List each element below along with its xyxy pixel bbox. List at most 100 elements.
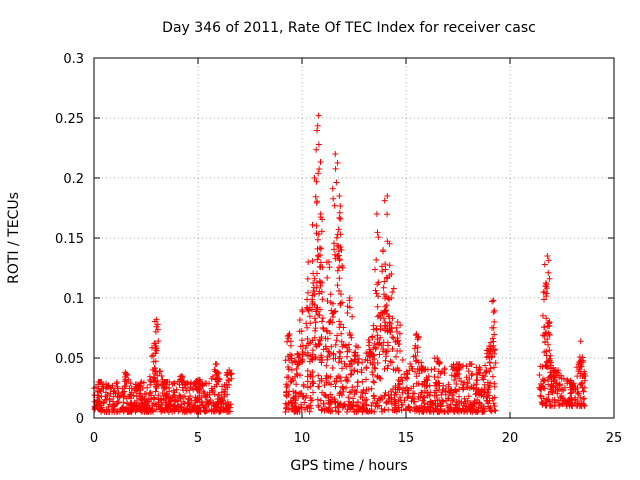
data-point [316,113,322,119]
data-point [326,319,332,325]
data-point [491,309,497,315]
data-point [348,358,354,364]
data-point [144,385,150,391]
data-point [304,325,310,331]
data-point [491,319,497,325]
data-point [345,394,351,400]
data-point [310,288,316,294]
data-point [330,365,336,371]
data-point [489,299,495,305]
data-point [393,325,399,331]
data-point [313,194,319,200]
data-point [548,353,554,359]
data-point [336,193,342,199]
data-point [213,361,219,367]
x-axis-title: GPS time / hours [290,458,407,474]
data-point [542,262,548,268]
data-point [305,290,311,296]
data-point [578,381,584,387]
x-tick-label: 0 [90,431,98,446]
data-point [382,366,388,372]
data-point [375,234,381,240]
x-tick-label: 10 [294,431,311,446]
data-point [332,151,338,157]
data-point [316,142,322,148]
data-point [456,361,462,367]
data-point [330,186,336,192]
data-point [339,247,345,253]
data-point [314,223,320,229]
data-point [348,371,354,377]
data-point [313,319,319,325]
data-point [285,383,291,389]
data-point [336,324,342,330]
x-tick-label: 15 [398,431,415,446]
data-point [546,257,552,263]
data-point [171,380,177,386]
data-point [315,123,321,129]
data-point [336,275,342,281]
y-tick-label: 0 [76,412,84,427]
data-point [336,264,342,270]
data-point [380,248,386,254]
y-tick-label: 0.2 [63,172,84,187]
data-point [335,231,341,237]
data-point [369,386,375,392]
data-point [543,280,549,286]
data-point [321,401,327,407]
data-point [333,180,339,186]
data-point [400,357,406,363]
data-point [375,304,381,310]
data-point [536,372,542,378]
data-point [305,276,311,282]
data-point [412,345,418,351]
data-point [385,365,391,371]
data-point [293,381,299,387]
data-point [318,159,324,165]
data-point [581,396,587,402]
data-point [284,374,290,380]
data-point [314,257,320,263]
data-point [389,289,395,295]
data-point [428,367,434,373]
data-point [382,407,388,413]
data-point [299,337,305,343]
data-point [316,312,322,318]
data-point [491,332,497,338]
data-point [309,258,315,264]
data-point [375,314,381,320]
data-point [315,237,321,243]
data-point [490,297,496,303]
data-point [335,268,341,274]
data-point [334,235,340,241]
data-point [315,373,321,379]
data-point [310,390,316,396]
data-point [338,301,344,307]
data-point [375,360,381,366]
data-point [492,408,498,414]
data-point [148,390,154,396]
data-point [307,320,313,326]
roti-chart: 00.050.10.150.20.250.30 5 10 15 20 25 Day 346… [0,0,640,480]
data-point [323,363,329,369]
data-point [283,406,289,412]
chart-title: Day 346 of 2011, Rate Of TEC Index for r… [162,20,536,36]
data-point [545,270,551,276]
data-point [544,253,550,259]
data-point [375,229,381,235]
y-tick-label: 0.15 [55,232,84,247]
data-point [311,285,317,291]
data-point [335,160,341,166]
data-point [319,318,325,324]
data-point [337,210,343,216]
data-point [333,166,339,172]
data-point [310,222,316,228]
data-point [384,211,390,217]
data-marks [91,113,588,415]
data-point [387,262,393,268]
data-point [289,367,295,373]
data-point [349,314,355,320]
data-point [492,384,498,390]
x-tick-label: 5 [194,431,202,446]
data-point [338,378,344,384]
